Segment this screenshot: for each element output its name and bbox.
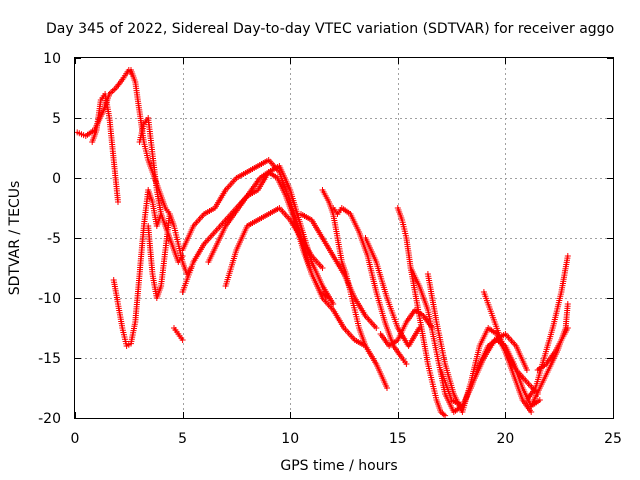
y-tick-label: -20 (38, 411, 61, 427)
x-tick-label: 5 (178, 431, 187, 447)
x-tick-label: 0 (71, 431, 80, 447)
series-track-15 (362, 235, 423, 349)
x-tick-label: 15 (389, 431, 407, 447)
series-track-6 (145, 211, 173, 301)
series-track-20 (437, 331, 530, 409)
chart-title: Day 345 of 2022, Sidereal Day-to-day VTE… (46, 21, 614, 37)
series-track-14 (330, 205, 410, 367)
x-tick-label: 20 (496, 431, 514, 447)
y-tick-label: -10 (38, 291, 61, 307)
series-markers (424, 271, 535, 415)
series-markers (523, 253, 571, 403)
data-series (74, 67, 571, 419)
series-markers (480, 289, 541, 397)
series-track-7 (171, 325, 186, 343)
x-tick-label: 10 (281, 431, 299, 447)
series-line (332, 207, 408, 365)
y-tick-label: -5 (47, 231, 61, 247)
series-markers (145, 211, 173, 301)
series-track-2 (89, 91, 121, 205)
series-markers (110, 187, 165, 349)
y-tick-label: 0 (52, 171, 61, 187)
plot-frame (74, 57, 614, 419)
series-track-4 (110, 187, 165, 349)
series-track-11 (222, 205, 326, 289)
series-track-17 (394, 205, 449, 419)
series-markers (362, 235, 423, 349)
x-tick-label: 25 (604, 431, 622, 447)
y-tick-label: 5 (52, 111, 61, 127)
series-markers (171, 325, 186, 343)
series-markers (319, 187, 369, 349)
series-track-24 (534, 325, 571, 373)
series-markers (437, 331, 530, 409)
series-markers (222, 205, 326, 289)
series-track-21 (480, 289, 541, 397)
series-track-10 (205, 169, 332, 301)
y-tick-label: -15 (38, 351, 61, 367)
series-markers (394, 205, 449, 419)
series-track-19 (424, 271, 535, 415)
series-markers (89, 91, 121, 205)
axes: 0 5 10 15 20 25 10 5 0 -5 -10 -15 -20 (38, 51, 622, 447)
series-markers (205, 169, 332, 301)
y-tick-label: 10 (43, 51, 61, 67)
series-track-22 (523, 253, 571, 403)
series-markers (534, 325, 571, 373)
series-markers (330, 205, 410, 367)
x-axis-label: GPS time / hours (280, 458, 397, 474)
y-axis-label: SDTVAR / TECUs (7, 181, 23, 296)
grid (75, 58, 613, 418)
